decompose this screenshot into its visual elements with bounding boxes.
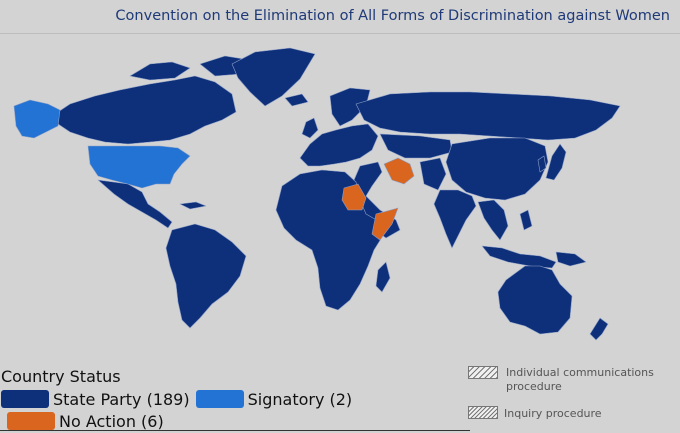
legend-item-signatory: Signatory (2)	[195, 390, 353, 409]
region-japan[interactable]	[537, 143, 567, 181]
state-party-swatch	[1, 390, 49, 408]
region-central-asia[interactable]	[379, 133, 453, 159]
region-png[interactable]	[555, 251, 587, 267]
page-title: Convention on the Elimination of All For…	[0, 0, 680, 34]
region-australia[interactable]	[497, 265, 573, 335]
legend-item-state-party: State Party (189)	[1, 390, 190, 409]
region-china[interactable]	[445, 137, 549, 201]
world-map	[13, 47, 621, 341]
region-alaska[interactable]	[13, 99, 61, 139]
legend-label-signatory: Signatory (2)	[247, 390, 353, 409]
region-caribbean[interactable]	[179, 201, 207, 210]
legend-title: Country Status	[1, 367, 121, 386]
no-action-swatch	[7, 412, 55, 430]
region-mexico-central-america[interactable]	[97, 179, 173, 229]
region-united-states[interactable]	[87, 145, 191, 189]
region-indonesia[interactable]	[481, 209, 557, 269]
region-madagascar[interactable]	[375, 261, 391, 293]
region-south-america[interactable]	[165, 223, 247, 329]
legend: State Party (189) Signatory (2) No Action …	[1, 389, 471, 433]
region-iran[interactable]	[383, 157, 415, 185]
region-europe[interactable]	[299, 123, 379, 167]
divider	[0, 430, 470, 431]
region-sudan[interactable]	[341, 183, 367, 211]
region-south-west-asia[interactable]	[419, 157, 447, 191]
region-new-zealand[interactable]	[589, 317, 609, 341]
region-southeast-asia[interactable]	[477, 199, 509, 241]
region-india[interactable]	[433, 189, 477, 249]
region-uk[interactable]	[301, 117, 319, 139]
legend-inquiry: Inquiry procedure	[468, 406, 602, 421]
region-arctic-islands[interactable]	[129, 55, 251, 81]
region-iceland[interactable]	[284, 93, 309, 107]
region-canada[interactable]	[57, 75, 237, 145]
region-scandinavia[interactable]	[329, 87, 371, 127]
legend-label-inquiry: Inquiry procedure	[504, 407, 602, 420]
hatch-dense-icon	[468, 406, 498, 419]
hatch-light-icon	[468, 366, 498, 379]
legend-label-individual-communications: Individual communications procedure	[506, 366, 654, 393]
region-greenland[interactable]	[231, 47, 316, 107]
legend-label-no-action: No Action (6)	[59, 412, 164, 431]
legend-item-no-action: No Action (6)	[7, 412, 164, 431]
region-somalia[interactable]	[371, 207, 399, 241]
region-russia[interactable]	[355, 91, 621, 141]
legend-individual-communications: Individual communications procedure	[468, 366, 668, 394]
signatory-swatch	[195, 390, 244, 408]
legend-label-state-party: State Party (189)	[53, 390, 190, 409]
